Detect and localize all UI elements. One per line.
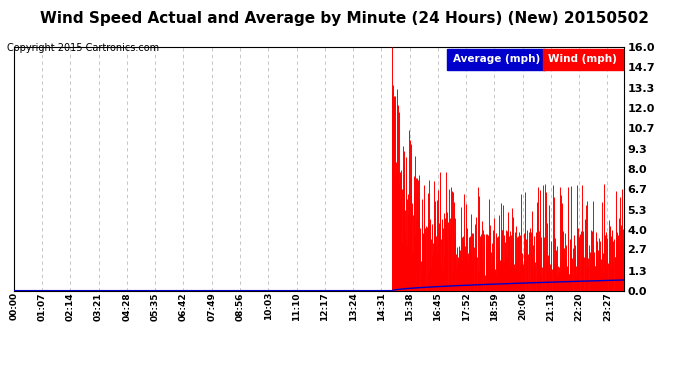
Legend: Average (mph), Wind (mph): Average (mph), Wind (mph): [442, 52, 619, 66]
Text: Wind Speed Actual and Average by Minute (24 Hours) (New) 20150502: Wind Speed Actual and Average by Minute …: [41, 11, 649, 26]
Text: Copyright 2015 Cartronics.com: Copyright 2015 Cartronics.com: [7, 43, 159, 53]
